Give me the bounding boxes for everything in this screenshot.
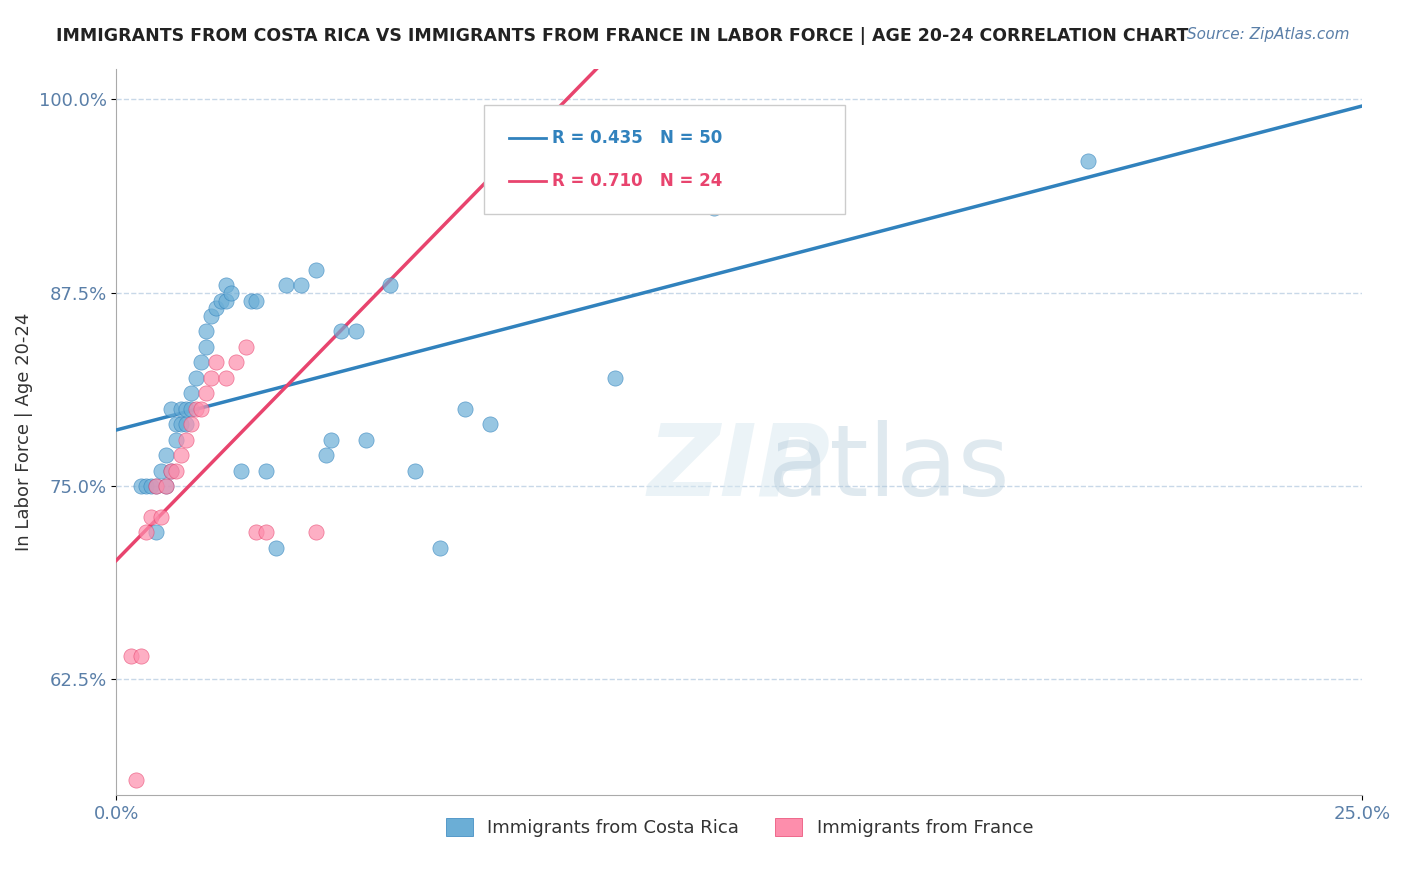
Point	[160, 401, 183, 416]
Point	[254, 464, 277, 478]
Point	[219, 285, 242, 300]
Point	[205, 355, 228, 369]
Point	[503, 169, 526, 184]
Point	[160, 464, 183, 478]
Point	[170, 401, 193, 416]
Point	[215, 293, 238, 308]
Point	[239, 293, 262, 308]
Point	[245, 525, 267, 540]
Point	[235, 340, 257, 354]
Point	[200, 309, 222, 323]
Point	[209, 293, 232, 308]
Text: atlas: atlas	[768, 420, 1010, 516]
Point	[215, 278, 238, 293]
Point	[174, 417, 197, 432]
Point	[125, 772, 148, 787]
Point	[429, 541, 451, 555]
Point	[315, 448, 337, 462]
Text: IMMIGRANTS FROM COSTA RICA VS IMMIGRANTS FROM FRANCE IN LABOR FORCE | AGE 20-24 : IMMIGRANTS FROM COSTA RICA VS IMMIGRANTS…	[56, 27, 1188, 45]
Point	[165, 433, 187, 447]
Point	[141, 510, 163, 524]
Point	[380, 278, 402, 293]
Point	[603, 371, 626, 385]
Point	[135, 479, 157, 493]
Point	[155, 479, 177, 493]
Point	[195, 340, 218, 354]
Point	[195, 325, 218, 339]
Point	[129, 479, 152, 493]
Point	[150, 464, 173, 478]
Point	[129, 649, 152, 664]
Y-axis label: In Labor Force | Age 20-24: In Labor Force | Age 20-24	[15, 313, 32, 551]
Point	[200, 371, 222, 385]
Point	[319, 433, 342, 447]
Text: ZIP: ZIP	[648, 420, 831, 516]
Legend: Immigrants from Costa Rica, Immigrants from France: Immigrants from Costa Rica, Immigrants f…	[439, 811, 1040, 845]
Point	[264, 541, 287, 555]
Point	[174, 433, 197, 447]
Point	[184, 371, 207, 385]
Point	[205, 301, 228, 316]
Text: Source: ZipAtlas.com: Source: ZipAtlas.com	[1187, 27, 1350, 42]
Point	[120, 649, 142, 664]
Point	[135, 525, 157, 540]
FancyBboxPatch shape	[484, 105, 845, 214]
Point	[225, 355, 247, 369]
Point	[165, 417, 187, 432]
Point	[454, 401, 477, 416]
Point	[1077, 154, 1099, 169]
Point	[155, 448, 177, 462]
Point	[180, 386, 202, 401]
Point	[165, 464, 187, 478]
Point	[155, 479, 177, 493]
Point	[184, 401, 207, 416]
Point	[229, 464, 252, 478]
Point	[354, 433, 377, 447]
Point	[344, 325, 367, 339]
Point	[190, 355, 212, 369]
Point	[479, 417, 502, 432]
Point	[195, 386, 218, 401]
Text: R = 0.710   N = 24: R = 0.710 N = 24	[553, 172, 723, 190]
Point	[305, 262, 328, 277]
Point	[245, 293, 267, 308]
Point	[703, 201, 725, 215]
Point	[180, 401, 202, 416]
Point	[145, 479, 167, 493]
Point	[254, 525, 277, 540]
Point	[404, 464, 426, 478]
Point	[174, 401, 197, 416]
Point	[305, 525, 328, 540]
Point	[274, 278, 297, 293]
Text: R = 0.435   N = 50: R = 0.435 N = 50	[553, 128, 723, 146]
Point	[290, 278, 312, 293]
Point	[141, 479, 163, 493]
Point	[190, 401, 212, 416]
Point	[170, 448, 193, 462]
Point	[215, 371, 238, 385]
Point	[145, 525, 167, 540]
Point	[180, 417, 202, 432]
Point	[160, 464, 183, 478]
Point	[150, 510, 173, 524]
Point	[145, 479, 167, 493]
Point	[170, 417, 193, 432]
Point	[329, 325, 352, 339]
